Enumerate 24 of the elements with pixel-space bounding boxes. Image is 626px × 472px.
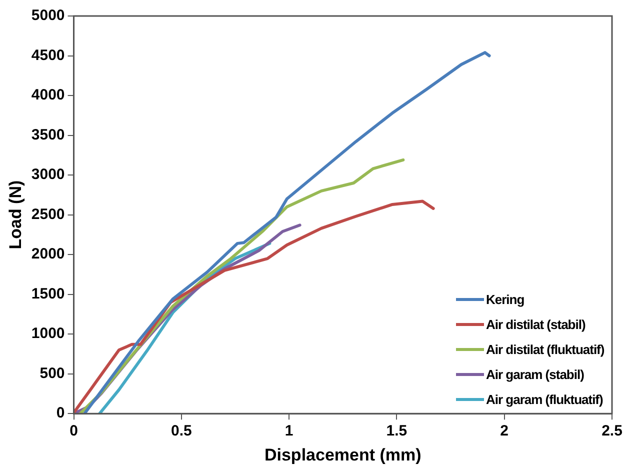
x-tick-label: 2 xyxy=(500,422,509,440)
x-tick-label: 0.5 xyxy=(170,422,192,440)
y-axis-title: Load (N) xyxy=(6,180,25,250)
y-tick-label: 500 xyxy=(40,364,65,382)
x-tick-label: 2.5 xyxy=(602,422,622,440)
legend-label: Kering xyxy=(486,292,524,307)
x-tick-label: 0 xyxy=(70,422,78,440)
y-tick-label: 2000 xyxy=(31,246,65,263)
y-tick-label: 1500 xyxy=(31,285,65,302)
legend-label: Air garam (fluktuatif) xyxy=(486,392,603,407)
x-axis-title: Displacement (mm) xyxy=(264,445,422,464)
legend-label: Air distilat (fluktuatif) xyxy=(486,342,604,357)
y-tick-label: 1000 xyxy=(31,325,65,342)
y-tick-label: 2500 xyxy=(31,206,65,223)
y-tick-label: 5000 xyxy=(31,7,65,24)
y-tick-label: 3000 xyxy=(31,166,65,184)
x-tick-label: 1.5 xyxy=(386,422,408,440)
y-tick-label: 4000 xyxy=(31,86,65,104)
y-tick-label: 0 xyxy=(56,404,65,422)
y-tick-label: 3500 xyxy=(31,126,65,144)
legend-label: Air distilat (stabil) xyxy=(486,316,586,332)
x-tick-label: 1 xyxy=(284,422,294,440)
y-tick-label: 4500 xyxy=(31,46,65,64)
legend-label: Air garam (stabil) xyxy=(486,366,584,382)
